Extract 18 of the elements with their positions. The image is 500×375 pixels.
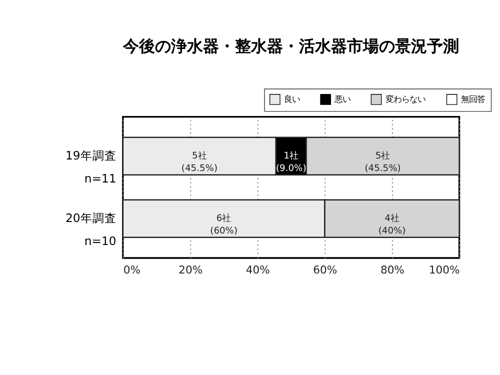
data-label: 6社 (60%) bbox=[210, 213, 238, 237]
data-label: 1社 (9.0%) bbox=[276, 150, 306, 174]
x-tick-label: 20% bbox=[178, 263, 203, 276]
data-label: 5社 (45.5%) bbox=[181, 150, 218, 174]
x-tick-label: 100% bbox=[428, 263, 460, 276]
y-tick-label: 19年調査 n=11 bbox=[66, 148, 116, 186]
x-tick-label: 0% bbox=[123, 263, 140, 276]
x-tick-label: 40% bbox=[246, 263, 270, 276]
x-tick-label: 60% bbox=[313, 263, 338, 276]
y-tick-label: 20年調査 n=10 bbox=[66, 210, 116, 248]
legend-label: 悪い bbox=[334, 94, 351, 104]
data-label: 4社 (40%) bbox=[378, 213, 406, 237]
chart-title: 今後の浄水器・整水器・活水器市場の景況予測 bbox=[122, 36, 460, 56]
x-tick-label: 80% bbox=[380, 263, 404, 276]
data-label: 5社 (45.5%) bbox=[364, 150, 401, 174]
legend-label: 無回答 bbox=[460, 94, 485, 104]
legend-label: 良い bbox=[284, 94, 300, 104]
legend-label: 変わらない bbox=[385, 94, 426, 104]
